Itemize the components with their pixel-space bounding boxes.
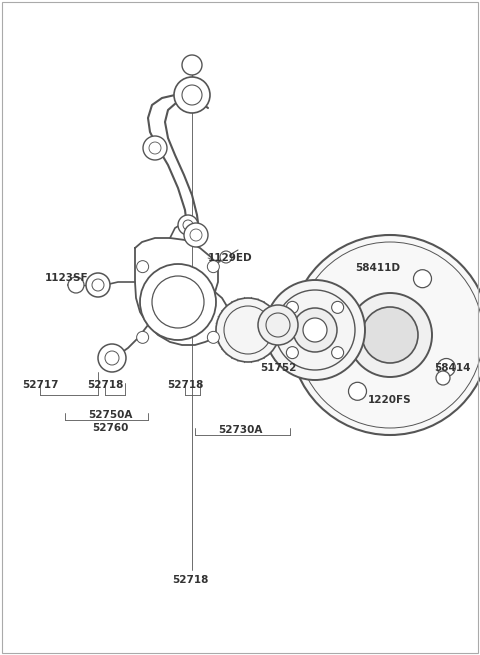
Circle shape — [348, 383, 367, 400]
Circle shape — [184, 223, 208, 247]
Text: 51752: 51752 — [260, 363, 296, 373]
Circle shape — [348, 293, 432, 377]
Text: 1220FS: 1220FS — [368, 395, 412, 405]
Circle shape — [413, 270, 432, 288]
Circle shape — [143, 136, 167, 160]
Text: 1129ED: 1129ED — [208, 253, 252, 263]
Text: 52730A: 52730A — [218, 425, 262, 435]
Text: 52718: 52718 — [167, 380, 203, 390]
Circle shape — [86, 273, 110, 297]
Circle shape — [216, 298, 280, 362]
Circle shape — [182, 55, 202, 75]
Circle shape — [178, 215, 198, 235]
Text: 52718: 52718 — [87, 380, 123, 390]
Circle shape — [174, 77, 210, 113]
Text: 58414: 58414 — [434, 363, 470, 373]
Circle shape — [207, 331, 219, 343]
Circle shape — [332, 346, 344, 359]
Text: 52717: 52717 — [22, 380, 58, 390]
Circle shape — [265, 280, 365, 380]
Circle shape — [293, 308, 337, 352]
Circle shape — [436, 371, 450, 385]
Circle shape — [68, 277, 84, 293]
Circle shape — [140, 264, 216, 340]
Circle shape — [287, 301, 299, 313]
Circle shape — [137, 331, 149, 343]
Text: 1123SF: 1123SF — [45, 273, 89, 283]
Circle shape — [287, 346, 299, 359]
Circle shape — [220, 251, 232, 263]
Circle shape — [258, 305, 298, 345]
Circle shape — [437, 358, 456, 377]
Text: 52750A: 52750A — [88, 410, 132, 420]
Circle shape — [290, 235, 480, 435]
Circle shape — [362, 307, 418, 363]
Circle shape — [324, 293, 343, 312]
Text: 58411D: 58411D — [356, 263, 400, 273]
Text: 52718: 52718 — [172, 575, 208, 585]
Circle shape — [207, 261, 219, 272]
Circle shape — [303, 318, 327, 342]
Circle shape — [137, 261, 149, 272]
Text: 52760: 52760 — [92, 423, 128, 433]
Circle shape — [332, 301, 344, 313]
Circle shape — [98, 344, 126, 372]
